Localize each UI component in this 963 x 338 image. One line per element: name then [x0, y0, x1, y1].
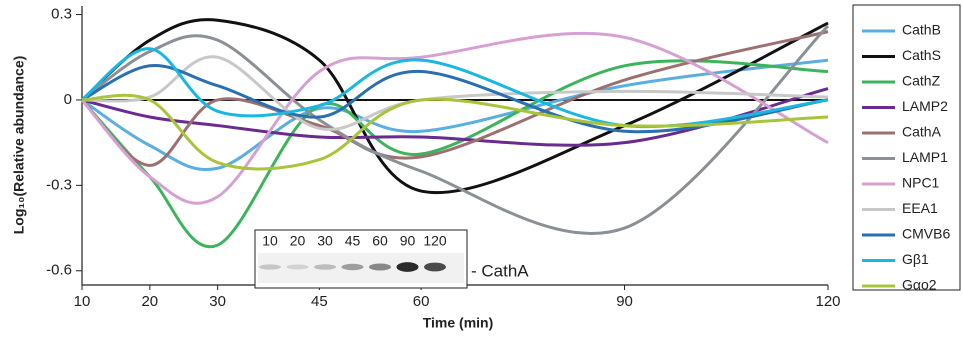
x-tick-label: 60 — [413, 293, 430, 310]
x-tick-label: 45 — [311, 293, 328, 310]
legend-label: CMVB6 — [902, 226, 950, 242]
lane-label: 45 — [345, 233, 361, 249]
lane-label: 60 — [372, 233, 388, 249]
legend-label: LAMP2 — [902, 98, 948, 114]
page: Time (min) Log₁₀(Relative abundance) 0.3… — [0, 0, 963, 338]
x-tick-label: 120 — [815, 293, 840, 310]
legend-label: CathB — [902, 22, 941, 38]
x-tick-label: 20 — [141, 293, 158, 310]
x-tick-label: 90 — [616, 293, 633, 310]
lane-label: 20 — [290, 233, 306, 249]
lane-label: 90 — [400, 233, 416, 249]
y-tick-label: -0.6 — [46, 262, 72, 279]
lane-label: 10 — [262, 233, 278, 249]
lane-label: 120 — [423, 233, 447, 249]
band-label: - CathA — [471, 261, 529, 280]
lane-label: 30 — [317, 233, 333, 249]
legend-label: EEA1 — [902, 200, 938, 216]
legend-label: CathS — [902, 47, 941, 63]
legend-label: Gβ1 — [902, 251, 929, 267]
y-tick-label: -0.3 — [46, 176, 72, 193]
y-axis-label: Log₁₀(Relative abundance) — [11, 56, 27, 235]
x-axis-label: Time (min) — [423, 315, 494, 331]
x-tick-label: 30 — [209, 293, 226, 310]
legend-label: LAMP1 — [902, 149, 948, 165]
legend-label: NPC1 — [902, 175, 940, 191]
series-line — [82, 95, 828, 169]
y-tick-label: 0.3 — [51, 6, 72, 23]
legend-label: Gαo2 — [902, 277, 937, 293]
x-tick-label: 10 — [74, 293, 91, 310]
legend-label: CathZ — [902, 73, 941, 89]
blot-background — [258, 253, 464, 283]
chart: Time (min) Log₁₀(Relative abundance) 0.3… — [0, 0, 963, 333]
legend-label: CathA — [902, 124, 942, 140]
y-tick-label: 0 — [64, 91, 72, 108]
